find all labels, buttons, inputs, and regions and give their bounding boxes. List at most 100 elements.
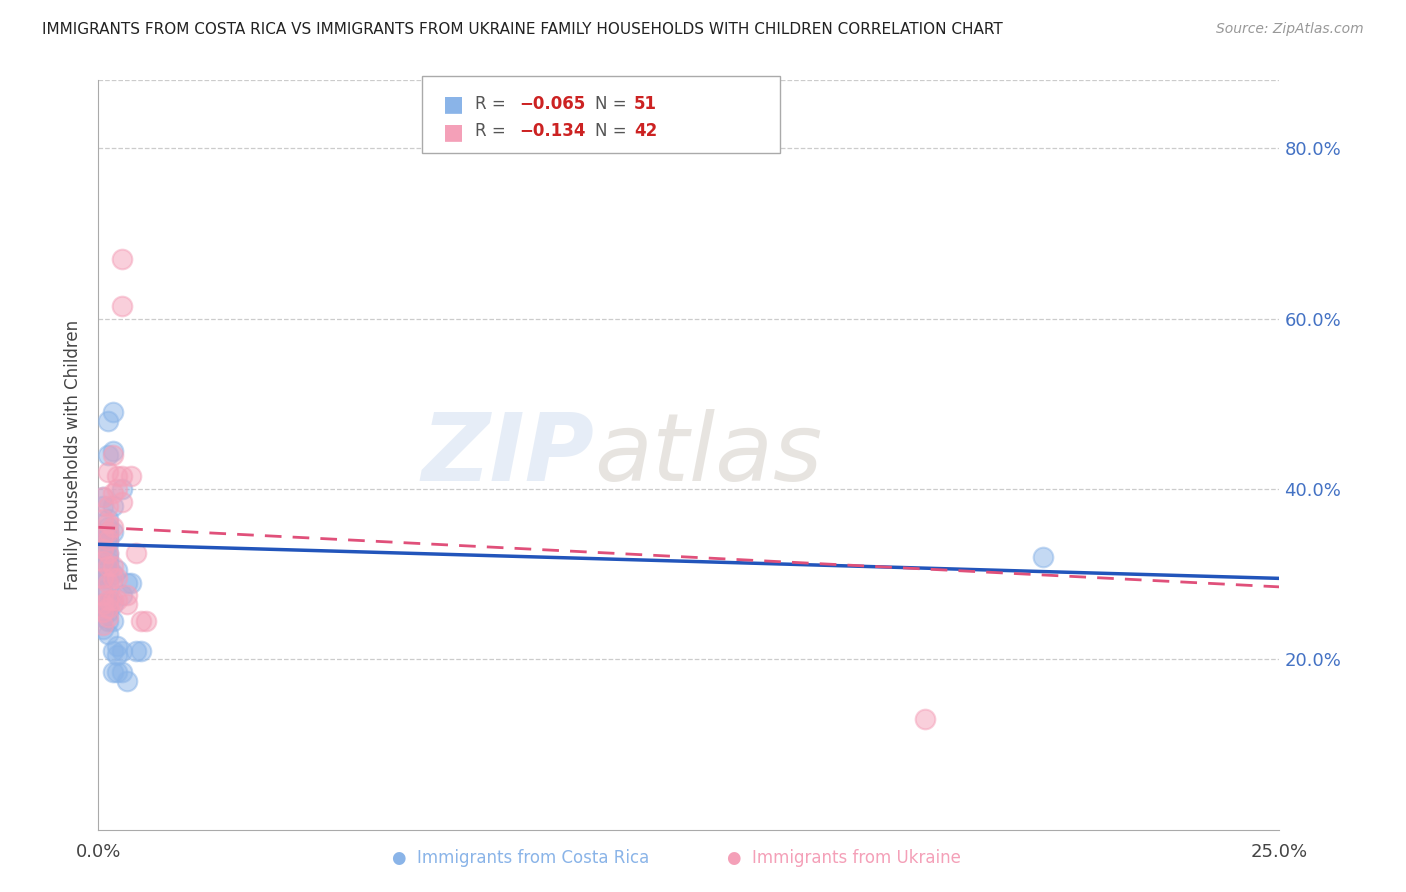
Point (105, 640, 128, 654)
Point (101, 499, 124, 513)
Point (111, 299, 134, 313)
Point (135, 614, 157, 628)
Point (105, 665, 128, 679)
Point (101, 405, 124, 419)
Text: Source: ZipAtlas.com: Source: ZipAtlas.com (1216, 22, 1364, 37)
Point (91, 558, 114, 573)
Text: −0.065: −0.065 (519, 95, 585, 112)
Point (101, 614, 124, 628)
Point (121, 469, 143, 483)
Text: R =: R = (475, 95, 512, 112)
Point (97, 584, 120, 599)
Point (91, 491, 114, 505)
Text: ■: ■ (443, 122, 464, 142)
Text: atlas: atlas (595, 409, 823, 500)
Point (115, 673, 138, 688)
Point (115, 597, 138, 611)
Point (91, 618, 114, 632)
Point (101, 448, 124, 462)
Point (97, 512, 120, 526)
Point (101, 558, 124, 573)
Point (97, 524, 120, 539)
Point (914, 712, 936, 726)
Point (105, 469, 128, 483)
Point (129, 644, 152, 658)
Point (111, 494, 134, 508)
Point (91, 499, 114, 513)
Point (91, 609, 114, 624)
Point (101, 567, 124, 582)
Point (101, 571, 124, 585)
Point (97, 601, 120, 615)
Point (101, 597, 124, 611)
Y-axis label: Family Households with Children: Family Households with Children (65, 320, 83, 590)
Point (111, 589, 134, 603)
Point (97, 414, 120, 428)
Point (101, 486, 124, 500)
Point (1032, 550, 1054, 565)
Point (115, 575, 138, 590)
Point (97, 592, 120, 607)
Point (97, 606, 120, 620)
Point (101, 520, 124, 534)
Text: IMMIGRANTS FROM COSTA RICA VS IMMIGRANTS FROM UKRAINE FAMILY HOUSEHOLDS WITH CHI: IMMIGRANTS FROM COSTA RICA VS IMMIGRANTS… (42, 22, 1002, 37)
Point (97, 558, 120, 573)
Point (101, 665, 124, 679)
Point (97, 614, 120, 628)
Text: N =: N = (595, 95, 631, 112)
Point (111, 644, 134, 658)
Point (91, 529, 114, 543)
Point (105, 648, 128, 662)
Point (97, 554, 120, 568)
Point (97, 516, 120, 530)
Point (97, 571, 120, 585)
Point (91, 541, 114, 556)
Point (115, 589, 138, 603)
Point (97, 546, 120, 560)
Point (97, 524, 120, 539)
Point (111, 665, 134, 679)
Point (105, 563, 128, 577)
Point (97, 597, 120, 611)
Point (91, 623, 114, 637)
Point (91, 597, 114, 611)
Point (101, 592, 124, 607)
Point (105, 482, 128, 496)
Point (125, 644, 148, 658)
Text: R =: R = (475, 122, 512, 140)
Point (111, 482, 134, 496)
Point (97, 465, 120, 479)
Point (91, 606, 114, 620)
Point (125, 546, 148, 560)
Point (101, 443, 124, 458)
Point (91, 597, 114, 611)
Point (91, 571, 114, 585)
Point (97, 546, 120, 560)
Text: ●  Immigrants from Costa Rica: ● Immigrants from Costa Rica (392, 849, 648, 867)
Text: ■: ■ (443, 95, 464, 114)
Point (91, 554, 114, 568)
Point (111, 469, 134, 483)
Point (91, 589, 114, 603)
Point (97, 550, 120, 565)
Text: ZIP: ZIP (422, 409, 595, 501)
Point (101, 524, 124, 539)
Point (121, 575, 143, 590)
Point (97, 567, 120, 582)
Point (129, 614, 152, 628)
Text: 51: 51 (634, 95, 657, 112)
Point (97, 626, 120, 640)
Point (91, 571, 114, 585)
Point (91, 584, 114, 599)
Point (91, 512, 114, 526)
Point (91, 533, 114, 547)
Text: 42: 42 (634, 122, 658, 140)
Point (97, 537, 120, 551)
Point (101, 644, 124, 658)
Text: ●  Immigrants from Ukraine: ● Immigrants from Ukraine (727, 849, 960, 867)
Point (97, 575, 120, 590)
Point (105, 592, 128, 607)
Point (111, 252, 134, 266)
Text: N =: N = (595, 122, 631, 140)
Point (105, 571, 128, 585)
